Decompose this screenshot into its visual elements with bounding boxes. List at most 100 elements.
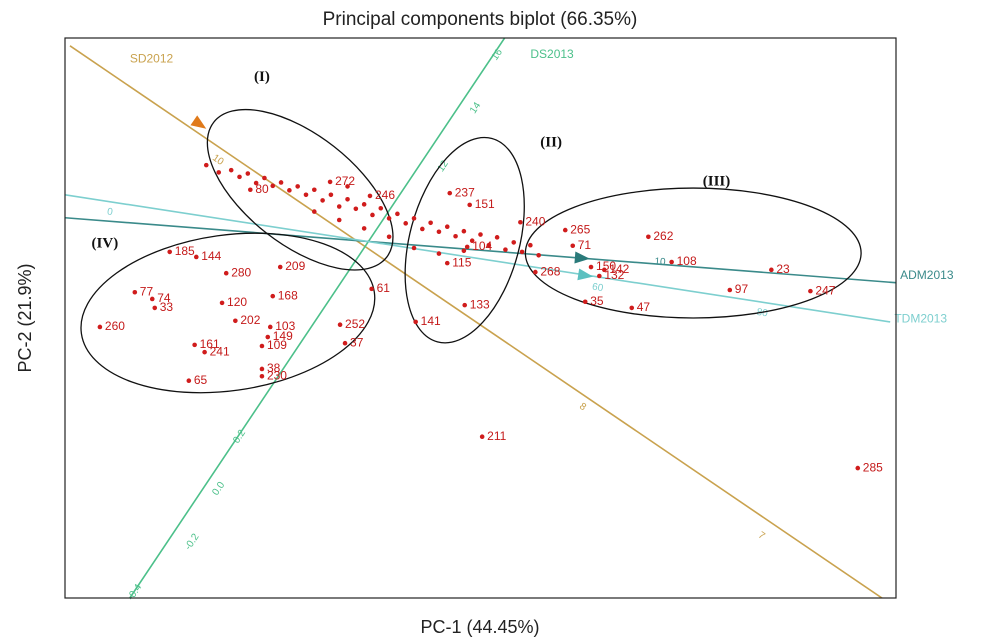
data-point	[193, 254, 199, 260]
data-point	[478, 232, 483, 237]
group-label: (I)	[254, 69, 270, 85]
vector-tick-label: 60	[591, 282, 604, 295]
vector-arrow	[577, 268, 594, 281]
data-point	[337, 322, 343, 328]
point-label: 97	[735, 282, 749, 296]
data-point	[669, 259, 674, 265]
vector-tick-label: 10	[654, 256, 666, 268]
y-axis-label: PC-2 (21.9%)	[15, 263, 35, 372]
point-label: 285	[863, 460, 883, 474]
data-point	[219, 300, 225, 306]
data-point	[367, 193, 373, 199]
data-point	[361, 202, 367, 207]
data-point	[345, 184, 350, 189]
point-label: 252	[345, 317, 365, 331]
point-label: 150	[596, 259, 616, 273]
data-point	[248, 187, 253, 193]
point-label: 151	[475, 197, 495, 211]
data-point	[152, 305, 158, 311]
point-label: 37	[350, 335, 364, 349]
data-point	[320, 198, 325, 203]
data-point	[411, 216, 417, 221]
point-label: 104	[472, 239, 492, 253]
data-point	[727, 287, 733, 293]
data-point	[486, 242, 492, 248]
data-point	[602, 267, 607, 273]
data-point	[646, 234, 651, 240]
vector-tick-label: 80	[756, 307, 769, 320]
data-point	[428, 220, 433, 226]
group-ellipse	[80, 232, 376, 394]
data-point	[528, 242, 533, 248]
data-point	[270, 293, 276, 299]
data-point	[519, 249, 525, 255]
point-label: 23	[776, 262, 790, 276]
data-point	[469, 238, 475, 244]
data-point	[353, 206, 359, 212]
data-point	[494, 235, 500, 240]
data-point	[336, 204, 342, 209]
point-label: 33	[160, 300, 174, 314]
data-point	[277, 264, 283, 270]
data-point	[461, 228, 467, 234]
point-label: 74	[157, 291, 171, 305]
vector-tick-label: 7	[756, 530, 767, 542]
data-point	[361, 226, 367, 231]
plot-frame	[64, 37, 897, 599]
group-label: (IV)	[92, 236, 119, 252]
data-point	[265, 334, 271, 340]
point-label: 260	[105, 319, 125, 333]
point-label: 133	[470, 297, 490, 311]
data-point	[312, 209, 317, 214]
data-point	[378, 205, 384, 211]
vector-line	[69, 45, 884, 598]
point-label: 115	[452, 255, 471, 269]
data-point	[186, 378, 192, 384]
data-point	[192, 342, 197, 348]
data-point	[295, 184, 300, 189]
point-label: 209	[285, 259, 305, 273]
point-label: 230	[267, 368, 287, 382]
data-point	[253, 180, 259, 186]
data-point	[345, 196, 350, 202]
data-point	[518, 219, 523, 225]
group-ellipse	[524, 187, 862, 319]
data-point	[629, 305, 635, 311]
data-point	[533, 269, 538, 275]
data-point	[511, 240, 517, 245]
group-label: (II)	[540, 135, 562, 151]
data-point	[808, 288, 813, 294]
vector-tick-label: 8	[577, 401, 588, 413]
data-point	[97, 324, 103, 330]
data-point	[203, 162, 209, 168]
point-label: 247	[815, 283, 835, 297]
data-point	[562, 227, 568, 233]
point-label: 38	[267, 361, 281, 375]
point-label: 185	[175, 244, 195, 258]
point-label: 211	[487, 429, 506, 443]
point-label: 142	[609, 262, 629, 276]
point-label: 149	[273, 329, 293, 343]
point-label: 202	[240, 313, 260, 327]
data-point	[467, 202, 472, 208]
data-point	[223, 270, 229, 276]
group-ellipse	[404, 136, 525, 344]
data-point	[403, 221, 409, 226]
data-point	[336, 217, 342, 223]
data-point	[149, 296, 155, 302]
x-axis-label: PC-1 (44.45%)	[420, 617, 539, 637]
data-point	[270, 183, 276, 189]
data-point	[444, 224, 450, 230]
data-point	[303, 192, 309, 198]
point-label: 265	[570, 222, 590, 236]
data-point	[503, 247, 508, 252]
point-label: 161	[200, 337, 220, 351]
vector-name: TDM2013	[894, 311, 947, 325]
vector-line	[65, 194, 891, 323]
data-point	[342, 340, 348, 346]
data-point	[167, 249, 173, 255]
data-point	[436, 229, 442, 235]
data-point	[328, 192, 334, 198]
vector-arrow	[574, 251, 590, 264]
